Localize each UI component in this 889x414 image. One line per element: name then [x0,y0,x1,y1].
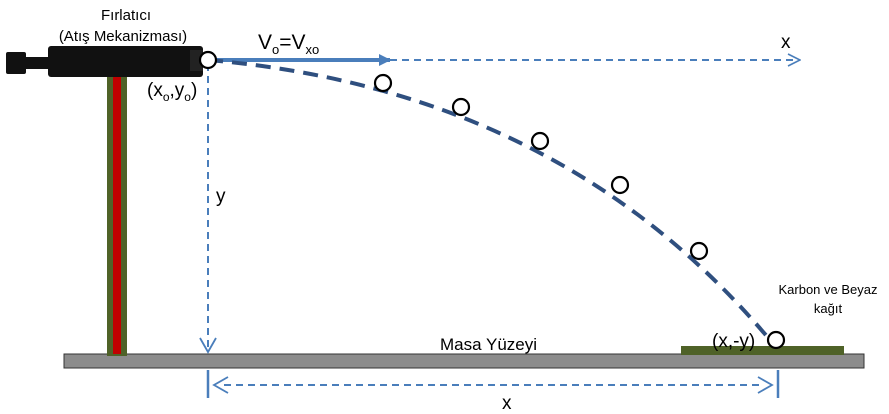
y-axis-arrowhead [199,337,217,354]
landing-point-label: (x,-y) [712,331,755,352]
y-axis-label: y [216,186,226,207]
ball-position [610,175,630,195]
table-surface [63,353,865,369]
x-axis-label: x [781,32,791,53]
velocity-xo-sub: xo [306,42,320,57]
paper-label-line2: kağıt [814,301,843,316]
ball-landing [766,330,786,350]
distance-label: x [502,393,512,414]
start-point-label: (xo,yo) [147,80,197,104]
ball-position [451,97,471,117]
carbon-paper [681,346,844,355]
launcher-icon [6,46,203,77]
distance-arrowhead-left [212,376,229,394]
distance-arrowhead-right [757,376,774,394]
stand-pole-core [113,68,121,354]
table-label: Masa Yüzeyi [440,335,537,354]
trajectory-curve [207,58,772,342]
velocity-eq: =V [279,31,305,54]
launcher-title: Fırlatıcı [101,7,151,24]
paper-label-line1: Karbon ve Beyaz [778,282,877,297]
velocity-label: Vo=Vxo [258,31,319,57]
velocity-o-sub: o [272,42,279,57]
start-close: ) [191,80,197,101]
start-comma: ,y [170,80,185,101]
ball-position [689,241,709,261]
start-o-sub2: o [184,90,191,104]
ball-start [198,50,218,70]
ball-position [373,73,393,93]
start-o-sub1: o [163,90,170,104]
ball-position [530,131,550,151]
start-open: (x [147,80,163,101]
launcher-subtitle: (Atış Mekanizması) [59,28,187,45]
velocity-v: V [258,31,272,54]
